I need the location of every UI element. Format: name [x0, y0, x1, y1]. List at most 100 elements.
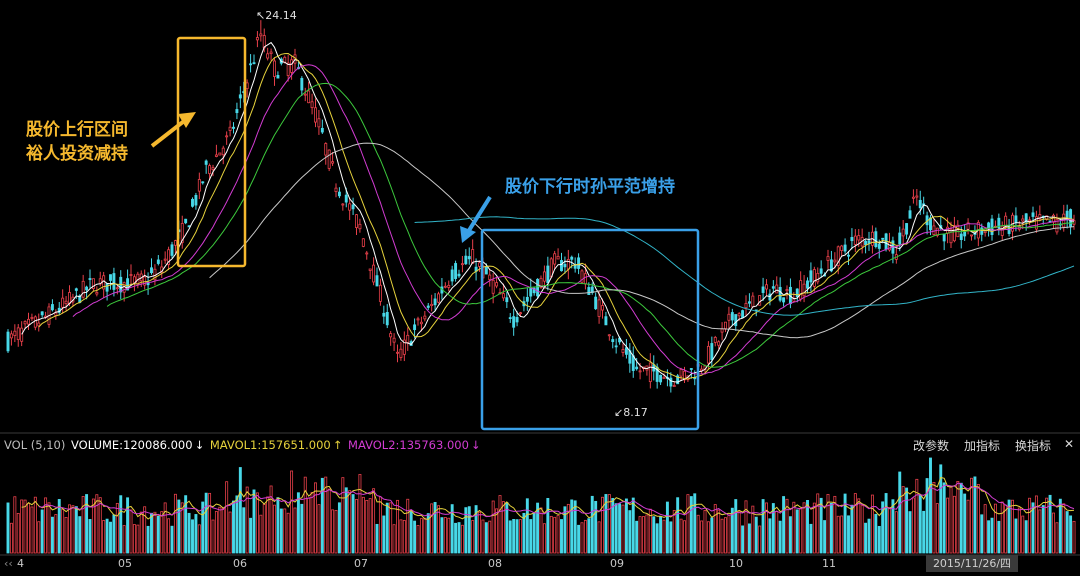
candle	[201, 181, 205, 185]
candle-body	[812, 269, 816, 287]
candle-body	[864, 240, 868, 246]
candle	[1069, 208, 1073, 235]
candle-body	[751, 295, 755, 308]
candle	[27, 312, 30, 331]
volume-bar	[601, 496, 604, 554]
candle	[382, 305, 386, 324]
candle	[741, 309, 745, 319]
volume-bar	[689, 496, 693, 554]
candle	[744, 295, 748, 317]
ma-line-ma120	[414, 216, 1075, 316]
candle-body	[819, 268, 823, 274]
candle-body	[266, 53, 270, 59]
add-indicator-button[interactable]: 加指标	[964, 439, 1001, 453]
volume-bar	[860, 505, 864, 554]
candle	[112, 267, 116, 297]
candle	[249, 54, 253, 73]
candle-body	[399, 348, 403, 358]
volume-bar	[426, 513, 430, 554]
candle	[597, 290, 601, 324]
x-tick-label: 10	[729, 557, 743, 570]
candle-body	[6, 331, 10, 352]
candle-body	[542, 271, 546, 282]
candle	[867, 231, 871, 251]
volume-bar	[669, 521, 673, 554]
volume-bar	[566, 503, 570, 554]
ma-line-ma5	[21, 41, 1075, 383]
candle	[259, 20, 263, 42]
candle	[607, 334, 611, 341]
candle	[375, 267, 379, 287]
volume-bar	[925, 478, 929, 554]
candle-body	[54, 312, 58, 316]
candle	[115, 285, 119, 295]
volume-bar	[802, 502, 806, 554]
candle	[464, 249, 468, 265]
candle	[180, 215, 184, 249]
volume-indicator-name[interactable]: VOL (5,10)	[4, 438, 66, 452]
change-params-button[interactable]: 改参数	[913, 439, 950, 453]
candle	[160, 260, 164, 278]
candle	[853, 229, 857, 253]
candle	[963, 224, 967, 242]
candle	[911, 189, 915, 204]
volume-bar	[594, 500, 598, 554]
volume-bar	[1007, 499, 1011, 554]
volume-bar	[792, 501, 796, 554]
annotation-reduce-line1: 股价上行区间	[26, 120, 128, 140]
candle	[980, 223, 984, 242]
volume-bar	[949, 485, 953, 554]
volume-bar	[679, 518, 683, 554]
candle	[771, 280, 775, 294]
candle-body	[252, 62, 256, 65]
volume-bar	[129, 509, 133, 554]
volume-bar	[710, 517, 714, 554]
volume-bar	[590, 495, 594, 554]
candle-body	[33, 316, 37, 328]
candle	[1000, 221, 1004, 240]
volume-bar	[621, 504, 625, 554]
candle	[355, 214, 358, 235]
candle	[109, 274, 112, 290]
candle	[471, 239, 475, 264]
candle	[672, 381, 676, 387]
volume-bar	[1021, 515, 1025, 554]
volume-bars	[6, 457, 1076, 554]
candle	[628, 343, 632, 373]
candle	[450, 265, 454, 286]
candle	[768, 289, 772, 306]
candle	[553, 250, 557, 270]
scroll-back-icon[interactable]: ‹‹	[4, 557, 13, 570]
volume-bar	[37, 521, 41, 554]
candle-body	[587, 287, 591, 295]
switch-indicator-button[interactable]: 换指标	[1015, 439, 1052, 453]
volume-bar	[662, 519, 666, 554]
candle	[126, 269, 130, 291]
candle	[819, 260, 823, 277]
volume-bar	[987, 520, 991, 554]
volume-bar	[970, 477, 973, 554]
volume-bar	[464, 507, 468, 554]
candle-body	[290, 59, 294, 73]
candle	[792, 292, 796, 303]
volume-bar	[303, 476, 307, 554]
candle-body	[61, 297, 65, 308]
candle-body	[314, 107, 317, 123]
volume-bar	[173, 493, 177, 554]
volume-bar	[1045, 497, 1049, 554]
candle-body	[765, 284, 768, 290]
candle-body	[341, 203, 345, 206]
candle	[184, 218, 188, 225]
candle-body	[512, 316, 516, 328]
candle	[255, 31, 259, 48]
candle-body	[1000, 225, 1004, 236]
close-icon[interactable]: ✕	[1064, 437, 1075, 451]
candle-body	[255, 37, 259, 41]
x-tick-label: 07	[354, 557, 368, 570]
candle-body	[840, 245, 844, 251]
volume-bar	[105, 518, 109, 554]
x-tick-label: 11	[822, 557, 836, 570]
candle-body	[577, 257, 581, 269]
volume-bar	[652, 516, 656, 554]
volume-bar	[536, 502, 540, 554]
